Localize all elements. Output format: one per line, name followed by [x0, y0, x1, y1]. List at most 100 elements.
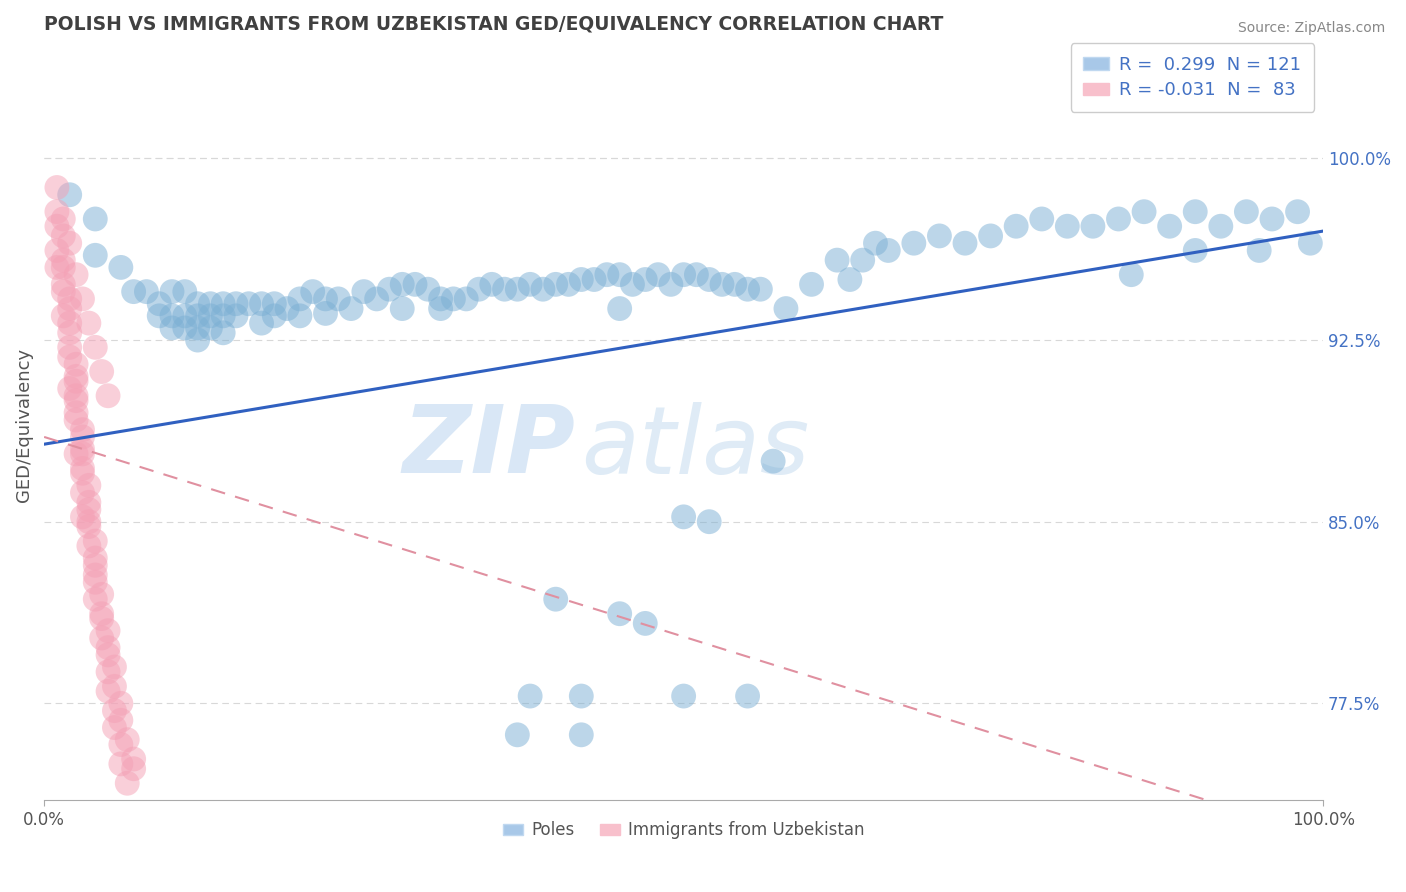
Point — [378, 282, 401, 296]
Point — [288, 292, 311, 306]
Point — [711, 277, 734, 292]
Point — [569, 728, 592, 742]
Point — [65, 406, 87, 420]
Point — [110, 696, 132, 710]
Point — [468, 282, 491, 296]
Point — [1234, 204, 1257, 219]
Point — [45, 219, 67, 234]
Point — [353, 285, 375, 299]
Point — [980, 228, 1002, 243]
Point — [672, 689, 695, 703]
Point — [103, 721, 125, 735]
Point — [212, 297, 235, 311]
Point — [52, 285, 75, 299]
Point — [697, 515, 720, 529]
Point — [59, 340, 82, 354]
Point — [52, 260, 75, 275]
Point — [59, 326, 82, 340]
Point — [800, 277, 823, 292]
Point — [416, 282, 439, 296]
Point — [148, 309, 170, 323]
Point — [77, 316, 100, 330]
Point — [103, 704, 125, 718]
Point — [1121, 268, 1143, 282]
Point — [103, 660, 125, 674]
Point — [1031, 211, 1053, 226]
Point — [122, 762, 145, 776]
Point — [621, 277, 644, 292]
Point — [928, 228, 950, 243]
Point — [1261, 211, 1284, 226]
Point — [634, 616, 657, 631]
Point — [724, 277, 747, 292]
Point — [276, 301, 298, 316]
Point — [1299, 236, 1322, 251]
Point — [65, 389, 87, 403]
Point — [315, 306, 337, 320]
Point — [72, 442, 94, 456]
Point — [84, 211, 107, 226]
Point — [45, 260, 67, 275]
Point — [1081, 219, 1104, 234]
Point — [877, 244, 900, 258]
Point — [672, 509, 695, 524]
Point — [391, 301, 413, 316]
Point — [103, 679, 125, 693]
Point — [659, 277, 682, 292]
Point — [110, 756, 132, 771]
Point — [1108, 211, 1130, 226]
Point — [65, 369, 87, 384]
Point — [59, 187, 82, 202]
Legend: Poles, Immigrants from Uzbekistan: Poles, Immigrants from Uzbekistan — [496, 814, 870, 846]
Point — [84, 575, 107, 590]
Point — [609, 301, 631, 316]
Point — [569, 689, 592, 703]
Text: POLISH VS IMMIGRANTS FROM UZBEKISTAN GED/EQUIVALENCY CORRELATION CHART: POLISH VS IMMIGRANTS FROM UZBEKISTAN GED… — [44, 15, 943, 34]
Text: atlas: atlas — [581, 401, 810, 493]
Point — [263, 297, 285, 311]
Point — [148, 297, 170, 311]
Point — [544, 277, 567, 292]
Point — [557, 277, 579, 292]
Point — [187, 297, 209, 311]
Point — [609, 268, 631, 282]
Point — [135, 285, 157, 299]
Point — [596, 268, 619, 282]
Point — [84, 340, 107, 354]
Point — [775, 301, 797, 316]
Point — [441, 292, 464, 306]
Point — [45, 204, 67, 219]
Point — [519, 689, 541, 703]
Point — [852, 253, 875, 268]
Point — [59, 301, 82, 316]
Point — [65, 374, 87, 388]
Point — [187, 309, 209, 323]
Point — [110, 738, 132, 752]
Point — [456, 292, 478, 306]
Point — [1209, 219, 1232, 234]
Point — [494, 282, 516, 296]
Point — [685, 268, 707, 282]
Point — [52, 211, 75, 226]
Point — [110, 713, 132, 727]
Point — [749, 282, 772, 296]
Point — [672, 268, 695, 282]
Text: Source: ZipAtlas.com: Source: ZipAtlas.com — [1237, 21, 1385, 36]
Point — [737, 689, 759, 703]
Point — [72, 461, 94, 475]
Point — [65, 357, 87, 371]
Y-axis label: GED/Equivalency: GED/Equivalency — [15, 348, 32, 502]
Point — [1005, 219, 1028, 234]
Point — [212, 326, 235, 340]
Point — [1056, 219, 1078, 234]
Point — [97, 684, 120, 698]
Point — [1184, 204, 1206, 219]
Point — [200, 321, 222, 335]
Point — [52, 309, 75, 323]
Point — [84, 551, 107, 566]
Point — [583, 272, 606, 286]
Point — [340, 301, 363, 316]
Point — [1159, 219, 1181, 234]
Point — [315, 292, 337, 306]
Point — [328, 292, 350, 306]
